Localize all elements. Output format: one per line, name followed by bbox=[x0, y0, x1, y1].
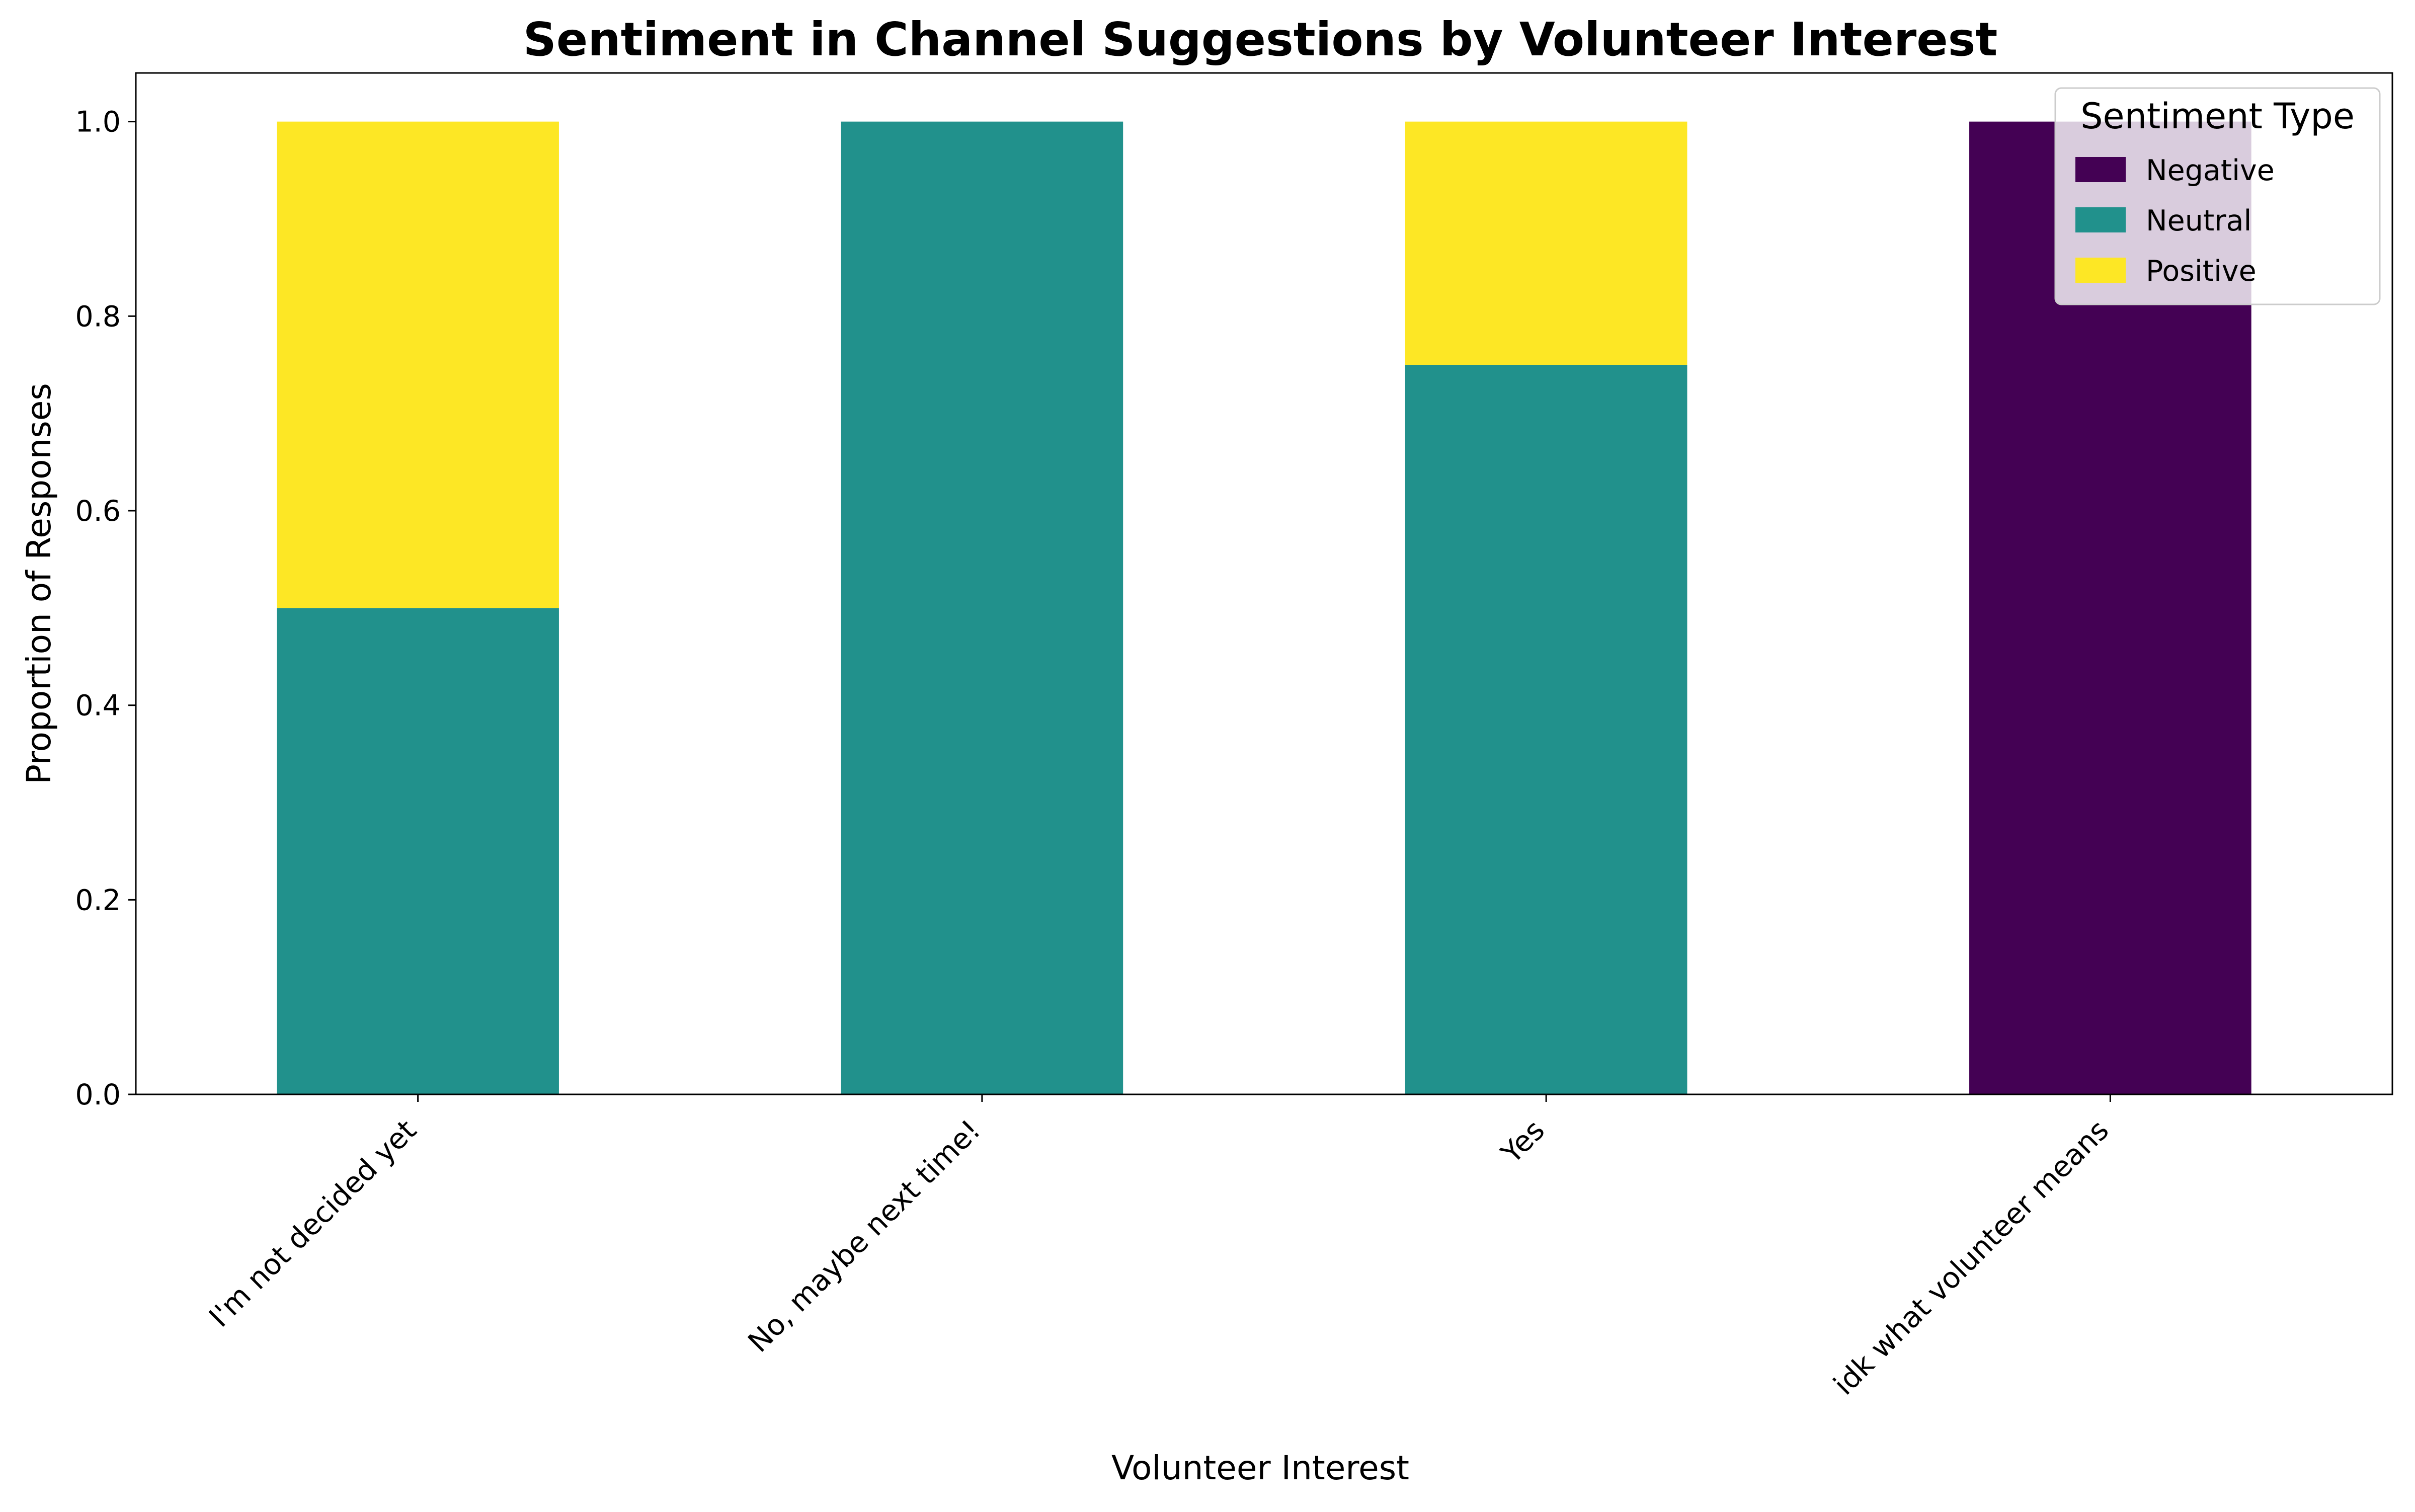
bar-positive-2 bbox=[1405, 121, 1687, 365]
y-tick-label: 0.0 bbox=[75, 1078, 121, 1111]
y-tick-label: 0.8 bbox=[75, 300, 121, 333]
chart-title: Sentiment in Channel Suggestions by Volu… bbox=[523, 13, 1998, 66]
bars-layer bbox=[277, 121, 2251, 1095]
legend-swatch-neutral bbox=[2075, 207, 2126, 232]
legend-swatch-positive bbox=[2075, 258, 2126, 283]
plot-frame bbox=[135, 72, 2393, 1095]
y-tick-label: 0.2 bbox=[75, 884, 121, 917]
legend: Sentiment Type Negative Neutral Positive bbox=[2054, 87, 2381, 305]
x-axis-label: Volunteer Interest bbox=[1111, 1449, 1409, 1487]
legend-label-positive: Positive bbox=[2146, 255, 2257, 288]
y-tick-label: 0.4 bbox=[75, 689, 121, 723]
y-tick-label: 0.6 bbox=[75, 495, 121, 528]
legend-box bbox=[2054, 87, 2381, 305]
y-tick-label: 1.0 bbox=[75, 106, 121, 139]
legend-label-neutral: Neutral bbox=[2146, 204, 2251, 237]
bar-neutral-1 bbox=[841, 121, 1123, 1095]
y-axis-label: Proportion of Responses bbox=[20, 383, 58, 784]
bar-neutral-0 bbox=[277, 608, 559, 1094]
legend-title: Sentiment Type bbox=[2080, 96, 2355, 137]
legend-swatch-negative bbox=[2075, 157, 2126, 182]
bar-positive-0 bbox=[277, 121, 559, 608]
legend-label-negative: Negative bbox=[2146, 154, 2275, 187]
bar-neutral-2 bbox=[1405, 365, 1687, 1094]
